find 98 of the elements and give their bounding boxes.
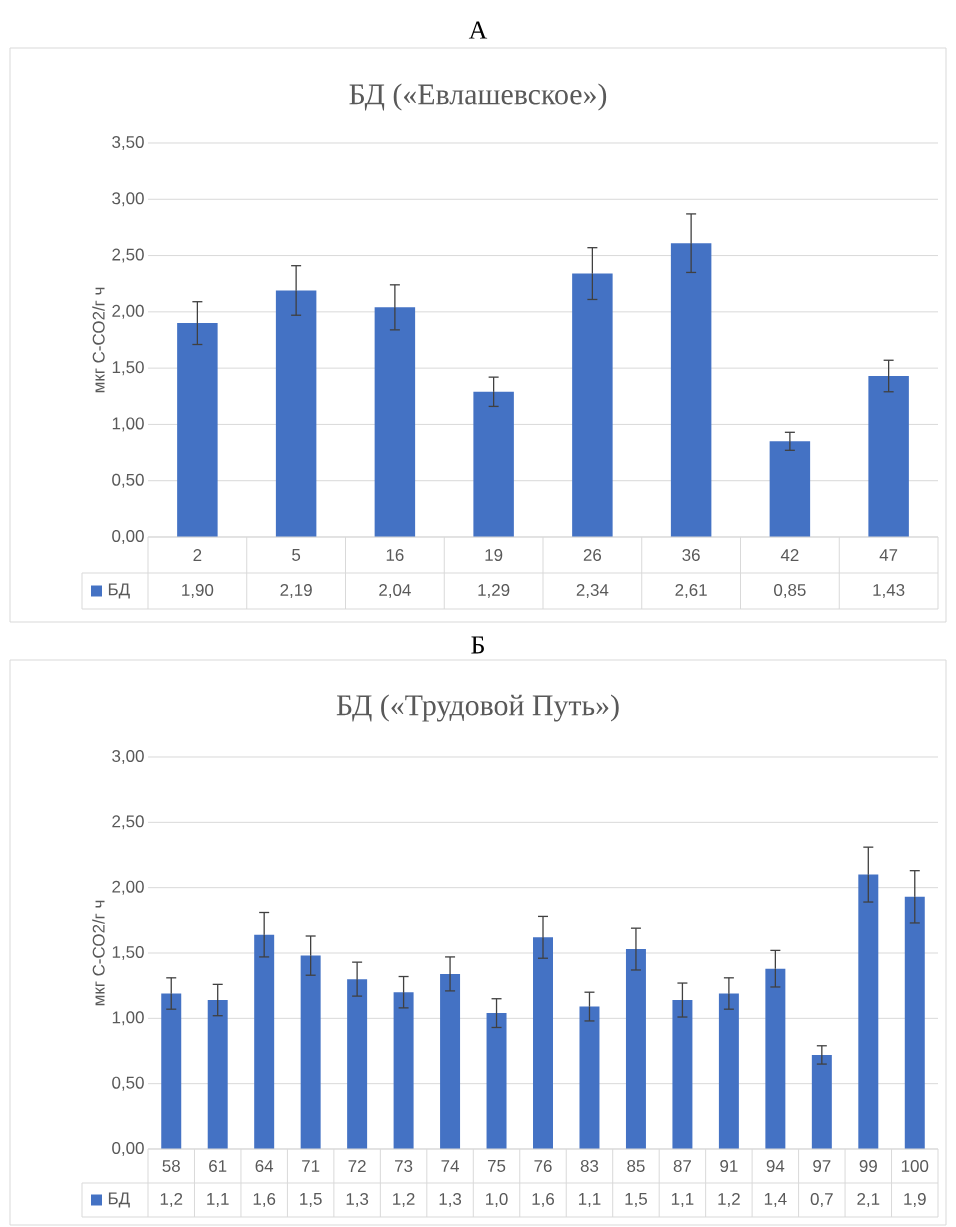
- data-label: 1,5: [300, 1193, 322, 1207]
- text: А: [468, 21, 488, 39]
- y-tick-label: 0,50: [112, 473, 144, 488]
- y-tick-label: 2,00: [112, 880, 144, 895]
- bar: [254, 934, 275, 1149]
- x-tick-label: 76: [534, 1160, 552, 1172]
- data-label: 2,34: [576, 584, 609, 598]
- bar: [572, 273, 613, 537]
- bar: [473, 391, 514, 537]
- y-tick-label: 3,00: [112, 192, 144, 207]
- y-tick-label: 3,50: [112, 135, 144, 150]
- bar: [765, 968, 786, 1149]
- bar: [858, 874, 879, 1149]
- data-label: 1,1: [671, 1193, 694, 1207]
- x-tick-label: 47: [879, 549, 898, 561]
- x-tick-label: 83: [580, 1160, 599, 1172]
- chart-title: БД («Трудовой Путь»): [336, 694, 619, 722]
- bar: [275, 290, 317, 537]
- data-label: 1,2: [160, 1193, 183, 1207]
- x-tick-label: 97: [813, 1160, 831, 1172]
- bar: [670, 243, 712, 537]
- y-tick-label: 0,00: [112, 529, 144, 544]
- bar: [672, 1000, 693, 1149]
- data-label: 1,90: [182, 584, 214, 598]
- bar: [374, 307, 416, 537]
- y-tick-label: 0,50: [112, 1076, 144, 1091]
- bar: [868, 376, 909, 537]
- x-tick-label: 74: [441, 1160, 459, 1172]
- data-label: 2,04: [379, 584, 411, 598]
- y-tick-label: 1,50: [112, 946, 144, 960]
- legend-label: БД: [108, 583, 130, 599]
- x-tick-label: 85: [627, 1160, 645, 1172]
- data-label: 1,0: [486, 1193, 508, 1207]
- bar: [625, 949, 646, 1149]
- bar: [579, 1006, 600, 1149]
- x-tick-label: 91: [720, 1160, 738, 1172]
- data-label: 1,5: [625, 1193, 647, 1207]
- data-label: 2,1: [857, 1193, 880, 1207]
- data-label: 1,6: [253, 1193, 276, 1207]
- data-label: 2,19: [280, 584, 312, 598]
- x-tick-label: 19: [485, 549, 503, 561]
- x-tick-label: 73: [395, 1160, 413, 1172]
- chart-title: БД («Евлашевское»): [349, 83, 607, 111]
- x-tick-label: 71: [302, 1160, 320, 1172]
- bar: [161, 993, 182, 1149]
- x-tick-label: 5: [292, 549, 301, 561]
- data-label: 1,43: [873, 584, 905, 598]
- bar: [207, 1000, 228, 1149]
- bar: [177, 323, 218, 537]
- x-tick-label: 64: [255, 1160, 274, 1172]
- bar: [769, 441, 811, 537]
- y-tick-label: 2,50: [112, 815, 144, 830]
- x-tick-label: 87: [673, 1160, 691, 1172]
- bar: [486, 1013, 507, 1149]
- data-label: 1,2: [718, 1193, 740, 1207]
- bar: [440, 973, 461, 1149]
- data-label: 1,1: [579, 1193, 601, 1207]
- data-label: 2,61: [675, 584, 707, 598]
- data-label: 1,9: [904, 1193, 926, 1207]
- data-label: 1,2: [393, 1193, 415, 1207]
- x-tick-label: 58: [162, 1160, 180, 1172]
- y-tick-label: 0,00: [112, 1142, 144, 1156]
- data-label: 1,4: [764, 1193, 787, 1207]
- x-tick-label: 36: [682, 549, 700, 561]
- data-label: 1,6: [532, 1193, 555, 1207]
- x-tick-label: 72: [348, 1160, 366, 1172]
- bar: [393, 992, 414, 1149]
- x-tick-label: 75: [487, 1160, 506, 1172]
- x-tick-label: 100: [901, 1160, 929, 1172]
- x-tick-label: 99: [859, 1160, 877, 1172]
- bar: [347, 979, 368, 1149]
- y-tick-label: 2,50: [112, 248, 144, 263]
- x-tick-label: 26: [583, 549, 602, 561]
- bar: [811, 1054, 832, 1149]
- data-label: 1,1: [207, 1193, 229, 1207]
- y-tick-label: 1,00: [112, 417, 144, 432]
- x-tick-label: 16: [386, 549, 404, 561]
- y-tick-label: 1,50: [112, 361, 144, 376]
- data-label: 0,7: [810, 1193, 833, 1207]
- legend-label: БД: [108, 1192, 130, 1208]
- y-axis-title: мкг С-СО2/г ч: [92, 287, 105, 393]
- y-tick-label: 2,00: [112, 304, 144, 319]
- text: Б: [471, 636, 484, 654]
- bar: [904, 896, 925, 1149]
- y-tick-label: 1,00: [112, 1011, 144, 1026]
- data-label: 0,85: [774, 584, 806, 598]
- bar: [300, 955, 321, 1149]
- x-tick-label: 61: [209, 1160, 227, 1172]
- x-tick-label: 94: [766, 1160, 785, 1172]
- x-tick-label: 42: [780, 549, 799, 561]
- bar: [718, 993, 739, 1149]
- y-tick-label: 3,00: [112, 750, 144, 764]
- data-label: 1,3: [439, 1193, 462, 1207]
- y-axis-title: мкг С-СО2/г ч: [92, 900, 105, 1006]
- bar: [533, 937, 553, 1149]
- x-tick-label: 2: [193, 549, 202, 561]
- data-label: 1,3: [346, 1193, 369, 1207]
- data-label: 1,29: [478, 584, 510, 598]
